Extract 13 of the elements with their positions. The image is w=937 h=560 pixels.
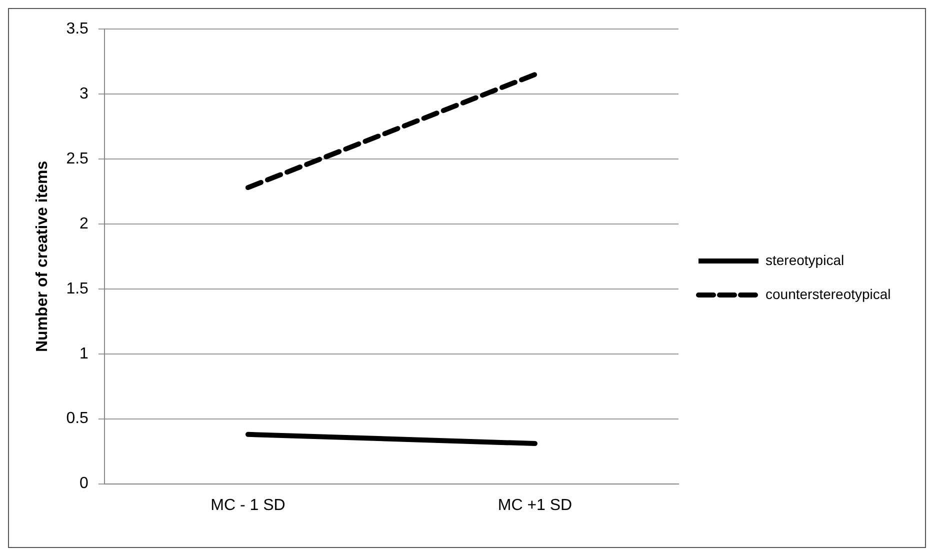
x-tick-label: MC +1 SD — [498, 496, 572, 514]
y-tick-label: 3.5 — [66, 20, 89, 38]
y-tick-label: 1 — [80, 345, 89, 362]
y-tick-label: 2 — [80, 215, 89, 232]
y-tick-label: 0.5 — [66, 410, 89, 428]
y-tick-label: 1.5 — [66, 280, 89, 298]
y-tick-label: 2.5 — [66, 150, 89, 168]
y-tick-label: 0 — [80, 475, 89, 492]
legend-label: stereotypical — [766, 252, 844, 268]
y-tick-label: 3 — [80, 85, 89, 102]
legend-label: counterstereotypical — [766, 286, 891, 302]
y-axis-title: Number of creative items — [34, 160, 52, 352]
x-tick-label: MC - 1 SD — [210, 496, 286, 514]
